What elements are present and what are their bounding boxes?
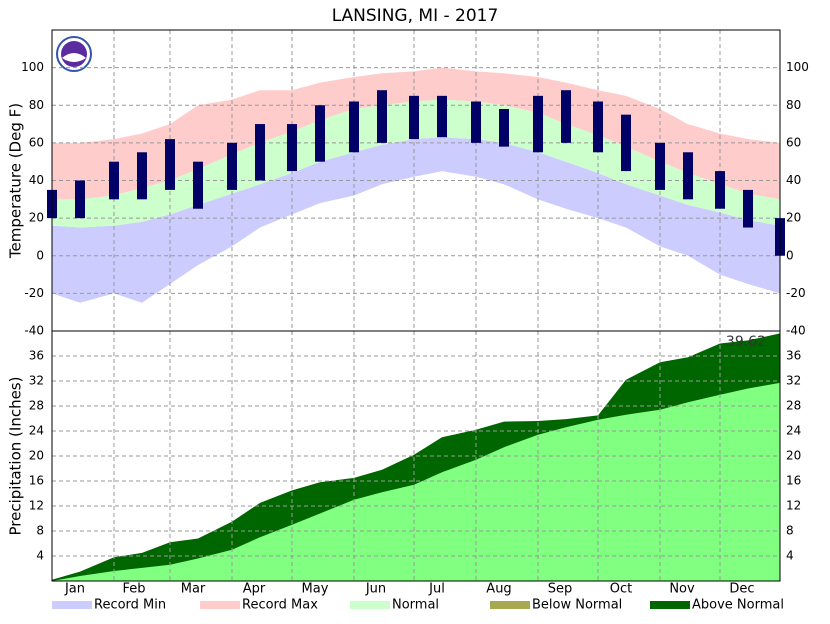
x-tick-label: Jan	[64, 582, 85, 597]
layer	[52, 333, 780, 581]
y-tick-label-right: 100	[786, 60, 809, 74]
y-axis-label: Precipitation (Inches)	[7, 377, 25, 536]
observed-bar	[109, 161, 119, 200]
y-tick-label: 12	[29, 499, 44, 513]
y-tick-label: 8	[36, 524, 44, 538]
y-tick-label-right: 8	[786, 524, 794, 538]
observed-bar	[561, 90, 571, 143]
observed-bar	[315, 105, 325, 162]
legend-swatch	[52, 601, 92, 609]
y-tick-label-right: 60	[786, 135, 801, 149]
y-tick-label: 40	[29, 173, 44, 187]
x-tick-label: Jul	[428, 582, 445, 597]
legend-label: Record Max	[242, 598, 318, 613]
x-tick-label: Aug	[486, 582, 511, 597]
observed-bar	[655, 142, 665, 190]
legend-label: Below Normal	[532, 598, 622, 613]
x-tick-label: Sep	[548, 582, 573, 597]
y-tick-label-right: 0	[786, 248, 794, 262]
y-tick-label: 20	[29, 211, 44, 225]
observed-bar	[533, 95, 543, 153]
x-tick-label: Jun	[365, 582, 386, 597]
x-tick-label: Nov	[669, 582, 695, 597]
observed-bar	[377, 90, 387, 143]
observed-bar	[715, 171, 725, 209]
y-tick-label-right: -40	[786, 324, 806, 338]
y-tick-label-right: 40	[786, 173, 801, 187]
y-tick-label-right: 16	[786, 474, 801, 488]
y-tick-label-right: 36	[786, 349, 801, 363]
observed-bar	[409, 95, 419, 140]
y-tick-label: 36	[29, 349, 44, 363]
x-tick-label: Oct	[610, 582, 632, 597]
y-tick-label-right: 32	[786, 374, 801, 388]
x-tick-label: Feb	[122, 582, 145, 597]
layer	[51, 331, 780, 581]
y-tick-label-right: 4	[786, 549, 794, 563]
legend-swatch	[350, 601, 390, 609]
y-tick-label-right: 12	[786, 499, 801, 513]
y-tick-label-right: 80	[786, 98, 801, 112]
noaa-logo	[56, 36, 92, 72]
observed-bar	[499, 109, 509, 147]
x-tick-label: Mar	[181, 582, 206, 597]
y-tick-label: 32	[29, 374, 44, 388]
observed-bar	[287, 124, 297, 172]
legend-swatch	[650, 601, 690, 609]
y-tick-label: -40	[24, 324, 44, 338]
observed-bar	[165, 139, 175, 190]
y-tick-label: 0	[36, 248, 44, 262]
y-tick-label-right: 20	[786, 449, 801, 463]
y-tick-label-right: 24	[786, 424, 801, 438]
x-tick-label: Apr	[243, 582, 266, 597]
observed-bar	[621, 114, 631, 172]
observed-bar	[437, 95, 447, 138]
observed-bar	[255, 124, 265, 181]
y-axis-label: Temperature (Deg F)	[7, 103, 25, 259]
observed-bar	[593, 101, 603, 153]
observed-bar	[193, 161, 203, 209]
x-tick-label: May	[302, 582, 329, 597]
legend-label: Normal	[392, 598, 439, 613]
legend-label: Record Min	[94, 598, 166, 613]
y-tick-label-right: -20	[786, 286, 806, 300]
y-tick-label: 20	[29, 449, 44, 463]
legend-label: Above Normal	[692, 598, 784, 613]
observed-bar	[137, 152, 147, 200]
y-tick-label: 28	[29, 399, 44, 413]
plot-border	[51, 29, 781, 582]
y-tick-label: 80	[29, 98, 44, 112]
legend-swatch	[200, 601, 240, 609]
observed-bar	[683, 152, 693, 200]
annotation: 39.62	[726, 334, 766, 350]
y-tick-label-right: 28	[786, 399, 801, 413]
observed-bar	[471, 101, 481, 143]
observed-bar	[75, 180, 85, 219]
x-tick-label: Dec	[729, 582, 754, 597]
y-tick-label-right: 20	[786, 211, 801, 225]
observed-bar	[349, 101, 359, 153]
observed-bar	[227, 142, 237, 190]
y-tick-label: -20	[24, 286, 44, 300]
observed-bar	[743, 189, 753, 228]
y-tick-label: 24	[29, 424, 44, 438]
y-tick-label: 60	[29, 135, 44, 149]
chart-title: LANSING, MI - 2017	[332, 6, 499, 26]
y-tick-label: 16	[29, 474, 44, 488]
y-tick-label: 4	[36, 549, 44, 563]
legend-swatch	[490, 601, 530, 609]
y-tick-label: 100	[21, 60, 44, 74]
